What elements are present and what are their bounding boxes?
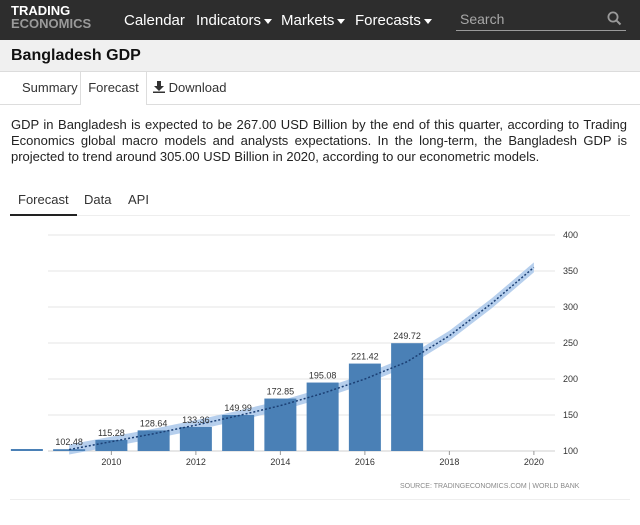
search-box (456, 9, 626, 31)
logo-line2: ECONOMICS (11, 16, 92, 31)
page-header: Bangladesh GDP (0, 40, 640, 72)
tab-summary-label: Summary (22, 80, 78, 95)
search-icon[interactable] (607, 11, 622, 31)
nav-markets[interactable]: Markets (281, 12, 346, 29)
bar (264, 398, 297, 451)
tab-forecast-label: Forecast (88, 80, 139, 95)
nav-calendar[interactable]: Calendar (124, 12, 185, 29)
forecast-description: GDP in Bangladesh is expected to be 267.… (11, 117, 627, 164)
top-navigation-bar: TRADING ECONOMICS Calendar Indicators Ma… (0, 0, 640, 40)
bar (137, 430, 170, 451)
bar-value-label: 149.99 (224, 403, 252, 413)
bar (348, 363, 381, 451)
bar-value-label: 102.48 (55, 437, 83, 447)
y-tick-label: 300 (563, 302, 578, 312)
confidence-band (69, 262, 534, 455)
chart-source-text: SOURCE: TRADINGECONOMICS.COM | WORLD BAN… (400, 483, 580, 490)
nav-forecasts[interactable]: Forecasts (355, 12, 432, 29)
download-icon (153, 80, 165, 95)
bar-value-labels: 102.48 115.28 128.64 133.36 149.99 172.85 195.… (55, 331, 421, 447)
nav-forecasts-label: Forecasts (355, 12, 421, 29)
logo-line1: TRADING (11, 3, 71, 18)
subtab-forecast[interactable]: Forecast (10, 185, 77, 216)
subtab-api[interactable]: API (128, 185, 149, 214)
x-tick-label: 2014 (270, 457, 290, 467)
bar-value-label: 221.42 (351, 352, 379, 362)
chevron-down-icon (423, 18, 432, 24)
bar-value-label: 249.72 (393, 331, 421, 341)
x-tick-label: 2012 (186, 457, 206, 467)
chevron-down-icon (264, 18, 273, 24)
subtab-api-label: API (128, 192, 149, 207)
bar-value-label: 133.36 (182, 415, 210, 425)
nav-indicators[interactable]: Indicators (196, 12, 273, 29)
nav-calendar-label: Calendar (124, 12, 185, 29)
x-tick-label: 2018 (439, 457, 459, 467)
x-tick-label: 2020 (524, 457, 544, 467)
tab-summary[interactable]: Summary (22, 72, 78, 104)
bar (306, 382, 339, 451)
y-tick-label: 150 (563, 410, 578, 420)
bar (53, 449, 86, 451)
x-tick-label: 2010 (101, 457, 121, 467)
y-axis-ticks: 100 150 200 250 300 350 400 (563, 230, 578, 456)
trading-economics-logo[interactable]: TRADING ECONOMICS (11, 4, 91, 30)
chart-gridlines (48, 234, 555, 452)
y-tick-label: 350 (563, 266, 578, 276)
bar-value-label: 115.28 (98, 428, 125, 438)
forecast-line-group (68, 266, 535, 451)
bar (10, 449, 43, 451)
y-tick-label: 250 (563, 338, 578, 348)
bar (179, 426, 212, 451)
bar-value-label: 195.08 (309, 371, 337, 381)
y-tick-label: 200 (563, 374, 578, 384)
bar (391, 343, 424, 451)
y-tick-label: 100 (563, 446, 578, 456)
nav-markets-label: Markets (281, 12, 335, 29)
page-tabs: Summary Forecast Download (0, 72, 640, 105)
forecast-band (69, 262, 534, 455)
bar-value-label: 128.64 (140, 418, 168, 428)
subtab-data-label: Data (84, 192, 112, 207)
tab-download-label: Download (168, 80, 227, 95)
gdp-forecast-chart: 102.48 115.28 128.64 133.36 149.99 172.85 195.… (10, 230, 580, 490)
bar (95, 439, 128, 451)
tab-forecast[interactable]: Forecast (80, 72, 147, 105)
tab-download[interactable]: Download (153, 72, 226, 104)
chevron-down-icon (337, 18, 346, 24)
chart-subtabs: Forecast Data API (10, 185, 630, 216)
y-tick-label: 400 (563, 230, 578, 240)
x-axis-ticks: 2010 2012 2014 2016 2018 2020 (101, 451, 544, 467)
subtab-forecast-label: Forecast (18, 192, 69, 207)
search-input[interactable] (460, 9, 600, 29)
subtab-data[interactable]: Data (84, 185, 111, 214)
forecast-line (68, 266, 535, 451)
divider (10, 499, 630, 500)
nav-indicators-label: Indicators (196, 12, 262, 29)
x-tick-label: 2016 (355, 457, 375, 467)
bar (222, 415, 255, 451)
bar-value-label: 172.85 (267, 387, 295, 397)
page-title: Bangladesh GDP (11, 47, 141, 64)
